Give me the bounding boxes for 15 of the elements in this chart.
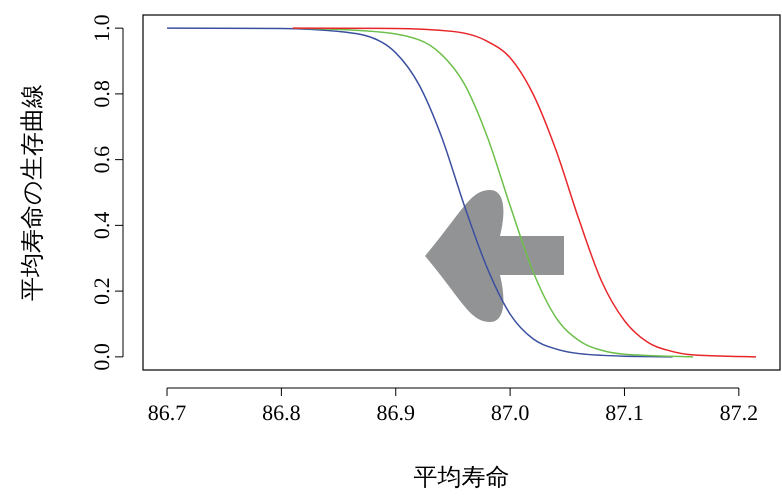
y-tick-label: 0.8 bbox=[89, 80, 114, 108]
y-tick-label: 0.2 bbox=[89, 277, 114, 305]
x-tick-label: 86.8 bbox=[262, 400, 301, 425]
y-tick-label: 0.4 bbox=[89, 212, 114, 240]
x-axis-title: 平均寿命 bbox=[414, 465, 510, 491]
x-tick-label: 87.1 bbox=[605, 400, 644, 425]
x-tick-label: 87.0 bbox=[490, 400, 530, 425]
x-tick-label: 86.9 bbox=[376, 400, 415, 425]
y-axis-title: 平均寿命の生存曲線 bbox=[20, 84, 46, 301]
x-tick-label: 87.2 bbox=[720, 400, 758, 425]
line-series bbox=[166, 27, 674, 358]
y-tick-label: 0.0 bbox=[89, 343, 114, 371]
x-tick-label: 86.7 bbox=[148, 400, 186, 425]
y-tick-label: 0.6 bbox=[89, 146, 114, 174]
y-tick-label: 1.0 bbox=[89, 14, 114, 42]
